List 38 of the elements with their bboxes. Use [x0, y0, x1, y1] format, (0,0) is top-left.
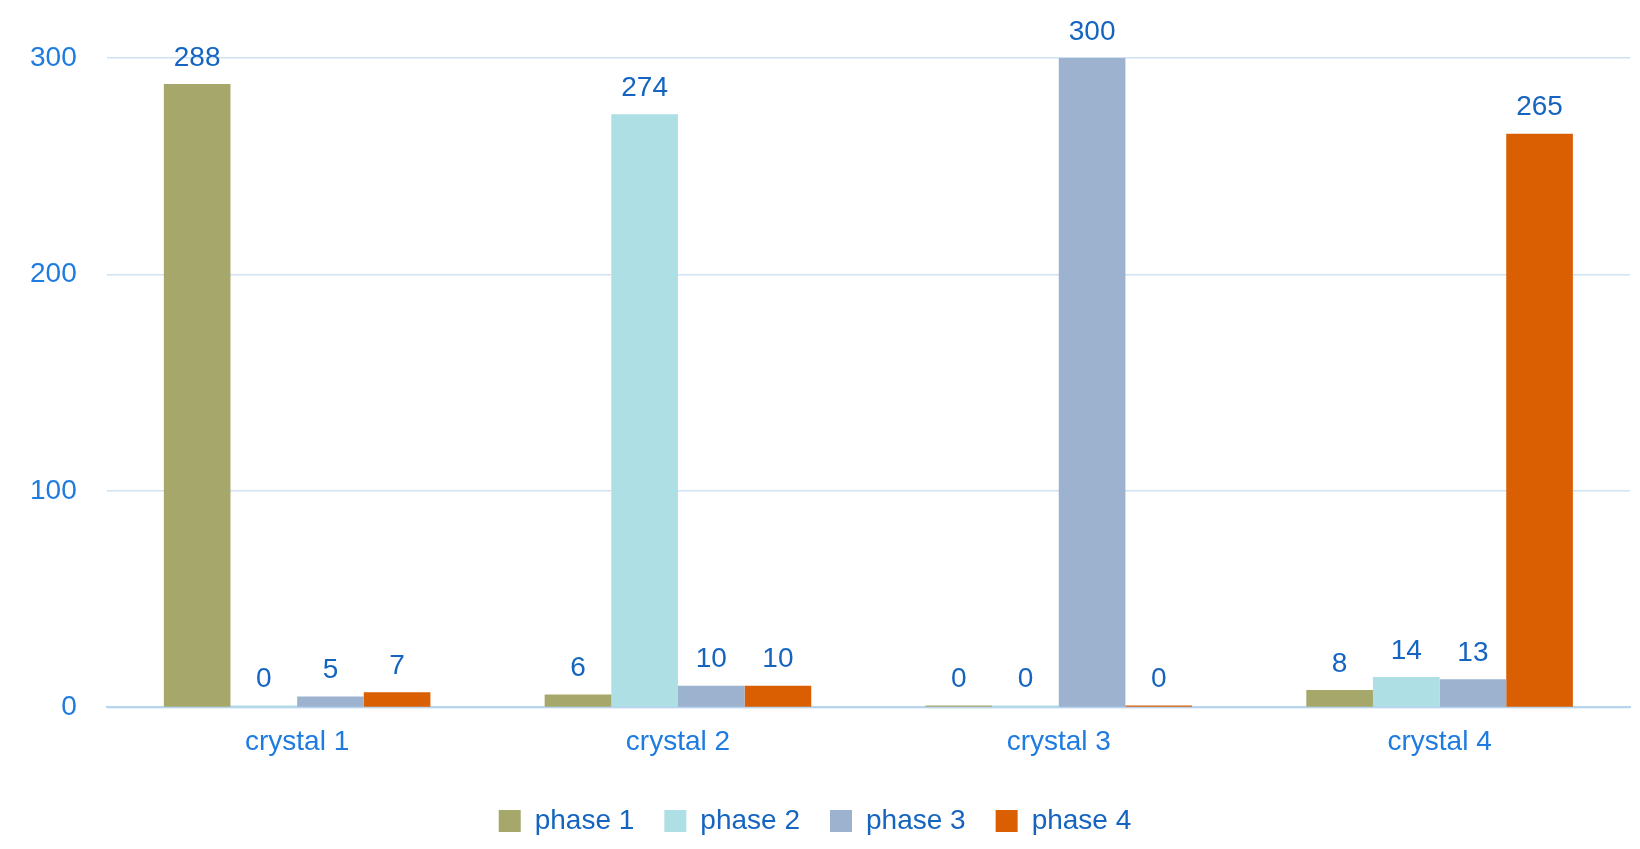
- data-label: 0: [951, 662, 967, 694]
- data-label: 274: [621, 71, 668, 102]
- data-label: 10: [695, 642, 727, 674]
- bar: [1439, 679, 1507, 707]
- bar: [677, 685, 745, 707]
- x-tick-label: crystal 3: [1006, 724, 1111, 756]
- data-label: 7: [389, 648, 405, 680]
- legend-label: phase 2: [700, 803, 800, 835]
- legend-label: phase 3: [866, 803, 966, 835]
- data-label: 300: [1068, 14, 1116, 46]
- data-label: 10: [762, 642, 794, 674]
- y-tick-label: 300: [30, 40, 77, 72]
- bar: [744, 685, 812, 707]
- bar: [297, 696, 364, 707]
- data-label: 265: [1516, 90, 1563, 122]
- y-tick-label: 100: [30, 473, 77, 505]
- data-label: 13: [1457, 635, 1489, 667]
- bar: [544, 694, 612, 707]
- data-label: 14: [1390, 633, 1422, 665]
- data-label: 288: [173, 40, 221, 72]
- legend-label: phase 1: [534, 803, 635, 835]
- bar: [1306, 690, 1373, 707]
- x-tick-label: crystal 4: [1387, 724, 1492, 756]
- bar: [1058, 58, 1126, 707]
- bar: [1506, 133, 1573, 707]
- data-label: 5: [322, 653, 339, 685]
- y-tick-label: 200: [30, 257, 77, 289]
- y-tick-label: 0: [61, 690, 77, 722]
- data-label: 8: [1331, 646, 1348, 678]
- data-label: 0: [256, 662, 272, 694]
- x-tick-label: crystal 1: [245, 724, 350, 756]
- legend-label: phase 4: [1031, 803, 1132, 835]
- data-label: 0: [1150, 662, 1167, 694]
- x-tick-label: crystal 2: [625, 724, 731, 756]
- bar: [363, 692, 431, 707]
- data-label: 0: [1017, 662, 1034, 694]
- bar: [163, 83, 231, 707]
- data-label: 6: [570, 651, 586, 683]
